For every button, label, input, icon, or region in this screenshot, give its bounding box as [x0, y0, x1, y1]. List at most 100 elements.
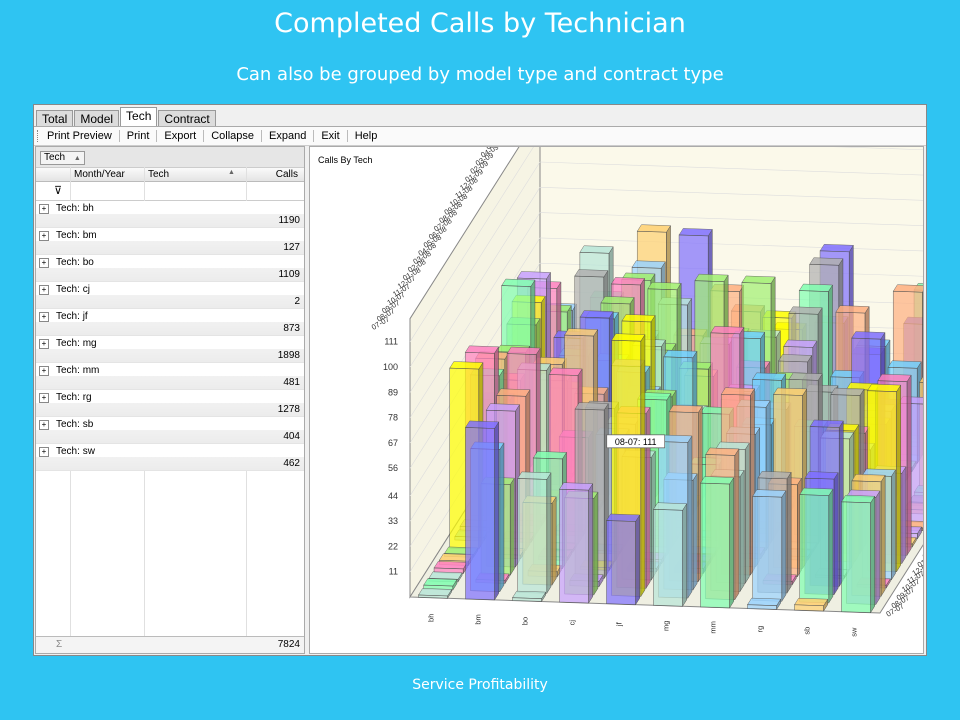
- column-header-tech[interactable]: Tech: [148, 169, 170, 180]
- y-tick-label: 11: [389, 567, 398, 577]
- month-label-right: 01-08: [916, 552, 923, 569]
- gridline: [409, 161, 541, 368]
- group-row[interactable]: + Tech: bm 127: [36, 228, 304, 255]
- print-preview-button[interactable]: Print Preview: [40, 130, 120, 142]
- bar-side: [833, 471, 839, 596]
- tab-tech[interactable]: Tech: [120, 107, 158, 127]
- group-calls: 127: [283, 242, 300, 253]
- group-row[interactable]: + Tech: sw 462: [36, 444, 304, 471]
- group-calls: 481: [283, 377, 300, 388]
- bar-top: [773, 387, 808, 396]
- group-prefix: Tech:: [56, 365, 80, 376]
- group-prefix: Tech:: [56, 203, 80, 214]
- group-row[interactable]: + Tech: mg 1898: [36, 336, 304, 363]
- group-prefix: Tech:: [56, 311, 80, 322]
- bar-top: [752, 372, 787, 381]
- expand-icon[interactable]: +: [39, 285, 49, 295]
- bar-side: [896, 384, 902, 573]
- y-tick-label: 56: [388, 463, 398, 473]
- bar-top: [794, 597, 829, 607]
- expand-icon[interactable]: +: [39, 393, 49, 403]
- group-row-label: Tech: rg: [56, 392, 92, 403]
- expand-icon[interactable]: +: [39, 204, 49, 214]
- bar-top: [841, 494, 876, 504]
- gridline: [539, 212, 923, 226]
- group-row[interactable]: + Tech: jf 873: [36, 309, 304, 336]
- bar-top: [830, 387, 865, 396]
- expand-icon[interactable]: +: [39, 447, 49, 457]
- print-button[interactable]: Print: [120, 130, 158, 142]
- bar-side: [593, 491, 599, 596]
- exit-button[interactable]: Exit: [314, 130, 348, 142]
- bar-top: [501, 278, 536, 287]
- bar-top: [783, 339, 818, 348]
- group-row[interactable]: + Tech: sb 404: [36, 417, 304, 444]
- bar-top: [496, 388, 531, 397]
- expand-icon[interactable]: +: [39, 339, 49, 349]
- y-tick-label: 89: [388, 387, 398, 397]
- group-prefix: Tech:: [56, 419, 80, 430]
- tech-label-bottom: mg: [662, 621, 671, 631]
- bar-side: [588, 482, 594, 604]
- group-calls: 873: [283, 323, 300, 334]
- bar-top: [835, 305, 870, 314]
- bar-side: [891, 468, 896, 581]
- gridline: [409, 212, 541, 418]
- expand-icon[interactable]: +: [39, 366, 49, 376]
- bar-top: [621, 314, 656, 323]
- group-calls: 1898: [277, 350, 300, 361]
- group-row[interactable]: + Tech: cj 2: [36, 282, 304, 309]
- filter-icon[interactable]: ⊽: [54, 185, 63, 197]
- bar-side: [635, 514, 641, 606]
- group-row[interactable]: + Tech: bh 1190: [36, 201, 304, 228]
- bar-top: [741, 275, 776, 284]
- bar-top: [606, 513, 641, 522]
- bar-side: [499, 442, 505, 593]
- expand-button[interactable]: Expand: [262, 130, 315, 142]
- group-row[interactable]: + Tech: rg 1278: [36, 390, 304, 417]
- bar-top: [559, 482, 594, 491]
- bar-side: [906, 374, 912, 557]
- group-tech: jf: [82, 311, 88, 322]
- y-tick-label: 111: [384, 337, 398, 347]
- group-row[interactable]: + Tech: mm 481: [36, 363, 304, 390]
- bar-side: [640, 333, 646, 598]
- tab-total[interactable]: Total: [36, 110, 74, 127]
- tech-label-bottom: jf: [615, 621, 624, 627]
- tooltip-box: [606, 434, 666, 449]
- bar-top: [809, 257, 844, 266]
- y-tick-label: 67: [388, 438, 398, 448]
- expand-icon[interactable]: +: [39, 258, 49, 268]
- tab-contract[interactable]: Contract: [158, 110, 216, 127]
- tab-strip: Total Model Tech Contract: [36, 107, 217, 127]
- group-row[interactable]: + Tech: bo 1109: [36, 255, 304, 282]
- expand-icon[interactable]: +: [39, 312, 49, 322]
- toolbar-grip[interactable]: [37, 130, 40, 142]
- tech-label-bottom: rg: [756, 626, 765, 633]
- bar-top: [532, 451, 568, 460]
- export-button[interactable]: Export: [157, 130, 205, 142]
- bar-side: [729, 476, 735, 609]
- bar: [559, 488, 589, 604]
- tab-model[interactable]: Model: [74, 110, 120, 127]
- bar-side: [781, 489, 787, 603]
- bar-top: [517, 471, 552, 480]
- filter-row[interactable]: ⊽: [36, 182, 304, 201]
- bar-top: [668, 404, 703, 413]
- tech-label-bottom: sb: [803, 627, 812, 635]
- column-header-calls[interactable]: Calls: [275, 169, 298, 180]
- help-button[interactable]: Help: [354, 130, 378, 142]
- bar-side: [734, 448, 740, 601]
- expand-icon[interactable]: +: [39, 231, 49, 241]
- bar-top: [465, 420, 500, 429]
- collapse-button[interactable]: Collapse: [204, 130, 263, 142]
- group-by-chip[interactable]: Tech ▲: [40, 151, 85, 165]
- bar-top: [418, 588, 453, 597]
- column-header-month-year[interactable]: Month/Year: [74, 169, 125, 180]
- bar-side: [687, 435, 693, 599]
- expand-icon[interactable]: +: [39, 420, 49, 430]
- group-rows: + Tech: bh 1190 + Tech: bm 127 + Tech: bo 1109 + T…: [36, 201, 304, 471]
- group-calls: 462: [283, 458, 300, 469]
- bar-top: [574, 269, 609, 278]
- tech-label-bottom: sw: [850, 627, 859, 637]
